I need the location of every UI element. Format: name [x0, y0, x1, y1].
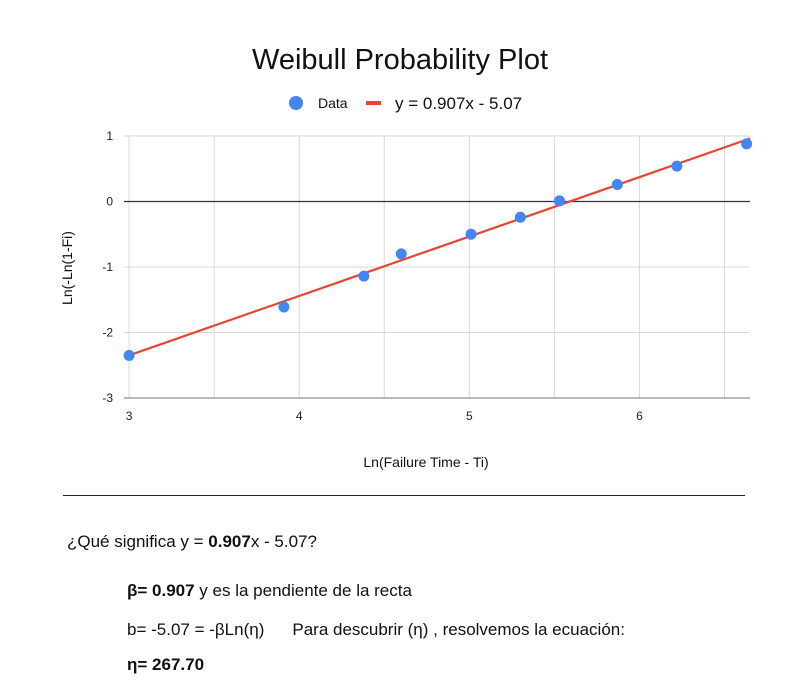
- data-point: [741, 138, 752, 149]
- y-tick-label: -2: [102, 326, 113, 340]
- data-point: [466, 229, 477, 240]
- x-tick-label: 3: [126, 409, 133, 423]
- y-axis-label: Ln(-Ln(1-Fi): [59, 231, 75, 305]
- legend-trend-label: y = 0.907x - 5.07: [395, 94, 522, 113]
- legend-data-label: Data: [318, 95, 348, 111]
- intercept-equation: b= -5.07 = -βLn(η): [127, 620, 264, 639]
- y-tick-label: -3: [102, 391, 113, 405]
- data-point: [396, 248, 407, 259]
- chart-title: Weibull Probability Plot: [252, 44, 548, 76]
- intercept-line: b= -5.07 = -βLn(η) Para descubrir (η) , r…: [127, 620, 625, 640]
- data-point: [671, 161, 682, 172]
- trendline: [126, 139, 750, 357]
- weibull-chart: Weibull Probability Plot Data y = 0.907x…: [0, 0, 800, 480]
- eta-line: η= 267.70: [127, 655, 204, 675]
- beta-line: β= 0.907 y es la pendiente de la recta: [127, 581, 412, 601]
- section-divider: [63, 495, 745, 496]
- y-tick-label: 1: [106, 129, 113, 143]
- legend: Data y = 0.907x - 5.07: [289, 94, 522, 113]
- data-point: [124, 350, 135, 361]
- x-tick-label: 5: [466, 409, 473, 423]
- legend-data-marker: [289, 96, 303, 110]
- intercept-note: Para descubrir (η) , resolvemos la ecuac…: [292, 620, 625, 639]
- legend-trend-marker: [366, 101, 381, 105]
- data-point: [515, 212, 526, 223]
- grid: [124, 136, 750, 398]
- data-point: [612, 179, 623, 190]
- data-point: [278, 301, 289, 312]
- data-point: [554, 195, 565, 206]
- question-text: ¿Qué significa y = 0.907x - 5.07?: [67, 532, 317, 552]
- data-point: [358, 271, 369, 282]
- y-tick-label: -1: [102, 260, 113, 274]
- x-tick-label: 6: [636, 409, 643, 423]
- y-tick-label: 0: [106, 195, 113, 209]
- trendline-layer: [126, 139, 750, 357]
- x-axis-label: Ln(Failure Time - Ti): [363, 454, 488, 470]
- x-tick-label: 4: [296, 409, 303, 423]
